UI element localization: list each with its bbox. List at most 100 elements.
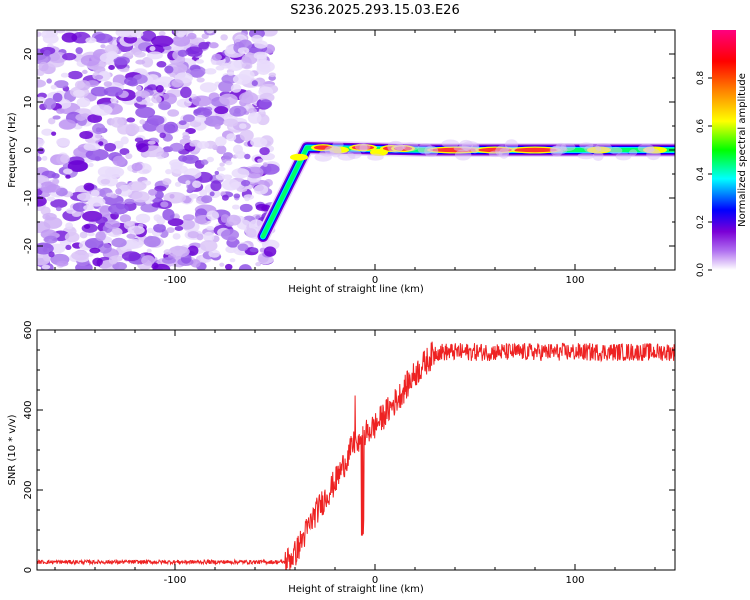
noise-blob bbox=[154, 190, 164, 199]
noise-blob bbox=[42, 212, 57, 221]
noise-blob bbox=[79, 130, 94, 140]
noise-blob bbox=[249, 247, 259, 253]
noise-blob bbox=[229, 258, 236, 263]
snr-panel: -100 0 100 0 200 400 600 Height of straight l… bbox=[7, 320, 676, 595]
noise-blob bbox=[253, 51, 268, 60]
noise-blob bbox=[219, 93, 238, 106]
spectrogram-y-ticks: 20 10 0 -10 -20 bbox=[23, 29, 675, 271]
signal-band-spread bbox=[629, 149, 638, 156]
signal-band-spread bbox=[454, 149, 472, 161]
noise-blob bbox=[163, 249, 172, 255]
noise-blob bbox=[172, 35, 191, 47]
noise-blob bbox=[156, 61, 167, 68]
noise-blob bbox=[115, 188, 122, 195]
noise-blob bbox=[262, 162, 268, 167]
signal-band-spread bbox=[314, 152, 332, 162]
noise-blob bbox=[258, 99, 273, 109]
spectrogram-y-label: Frequency (Hz) bbox=[7, 112, 18, 188]
snr-y-label: SNR (10 * v/v) bbox=[7, 414, 18, 485]
noise-blob bbox=[244, 197, 250, 202]
noise-blob bbox=[149, 46, 156, 52]
colorbar-tick-label: 0.4 bbox=[696, 167, 706, 182]
noise-blob bbox=[50, 199, 68, 209]
noise-blob bbox=[37, 196, 47, 207]
noise-blob bbox=[219, 162, 225, 167]
noise-blob bbox=[169, 142, 184, 152]
noise-blob bbox=[167, 218, 184, 227]
noise-blob bbox=[134, 51, 146, 58]
signal-band-core bbox=[373, 150, 385, 155]
noise-blob bbox=[209, 191, 215, 197]
noise-blob bbox=[56, 260, 69, 267]
noise-blob bbox=[52, 92, 63, 103]
signal-band-spread bbox=[550, 145, 563, 157]
signal-band-core bbox=[293, 155, 305, 160]
noise-blob bbox=[131, 191, 150, 203]
signal-band-spread bbox=[560, 143, 576, 152]
noise-blob bbox=[168, 245, 190, 258]
noise-blob bbox=[237, 243, 249, 252]
signal-band-spread bbox=[577, 152, 595, 160]
colorbar-label: Normalized spectral amplitude bbox=[737, 73, 748, 227]
spectrogram-signal-band bbox=[256, 139, 675, 244]
noise-blob bbox=[194, 114, 207, 123]
noise-blob bbox=[189, 141, 197, 147]
noise-blob bbox=[200, 159, 209, 165]
noise-blob bbox=[81, 223, 98, 233]
noise-blob bbox=[204, 68, 217, 75]
signal-band-spread bbox=[498, 148, 510, 159]
noise-blob bbox=[110, 116, 125, 128]
noise-blob bbox=[224, 263, 233, 270]
signal-band-spread bbox=[453, 145, 472, 152]
noise-blob bbox=[65, 174, 71, 179]
noise-blob bbox=[88, 162, 94, 168]
snr-y-tick-label: 600 bbox=[23, 320, 34, 339]
noise-blob bbox=[139, 119, 146, 125]
noise-blob bbox=[58, 119, 77, 130]
noise-blob bbox=[238, 264, 252, 270]
noise-blob bbox=[119, 214, 132, 223]
noise-blob bbox=[227, 71, 235, 76]
noise-blob bbox=[187, 32, 197, 40]
figure-title: S236.2025.293.15.03.E26 bbox=[290, 3, 459, 18]
noise-blob bbox=[240, 179, 251, 187]
noise-blob bbox=[112, 229, 121, 236]
noise-blob bbox=[244, 153, 251, 160]
noise-blob bbox=[226, 133, 237, 142]
noise-blob bbox=[104, 220, 121, 229]
noise-blob bbox=[263, 246, 277, 257]
noise-blob bbox=[206, 226, 214, 231]
noise-blob bbox=[62, 52, 77, 61]
noise-blob bbox=[208, 42, 219, 49]
noise-blob bbox=[135, 213, 151, 224]
noise-blob bbox=[151, 35, 174, 47]
noise-blob bbox=[48, 243, 66, 254]
noise-blob bbox=[141, 56, 154, 68]
noise-blob bbox=[162, 208, 175, 221]
noise-blob bbox=[119, 148, 130, 156]
noise-blob bbox=[92, 123, 106, 135]
noise-blob bbox=[188, 193, 199, 199]
noise-blob bbox=[71, 250, 90, 261]
noise-blob bbox=[219, 262, 225, 267]
noise-blob bbox=[112, 155, 126, 167]
noise-blob bbox=[125, 51, 134, 57]
noise-blob bbox=[124, 198, 135, 205]
signal-band-spread bbox=[470, 144, 480, 154]
noise-blob bbox=[44, 235, 58, 244]
noise-blob bbox=[177, 174, 196, 185]
noise-blob bbox=[90, 86, 109, 97]
noise-blob bbox=[60, 72, 69, 78]
noise-blob bbox=[214, 124, 221, 130]
noise-blob bbox=[225, 160, 233, 166]
noise-blob bbox=[136, 85, 142, 91]
noise-blob bbox=[216, 166, 226, 172]
noise-blob bbox=[151, 95, 162, 104]
noise-blob bbox=[79, 231, 88, 239]
noise-blob bbox=[196, 77, 205, 83]
noise-blob bbox=[85, 148, 109, 161]
signal-band-spread bbox=[488, 150, 503, 158]
signal-band-spread bbox=[332, 141, 344, 148]
noise-blob bbox=[48, 117, 56, 125]
